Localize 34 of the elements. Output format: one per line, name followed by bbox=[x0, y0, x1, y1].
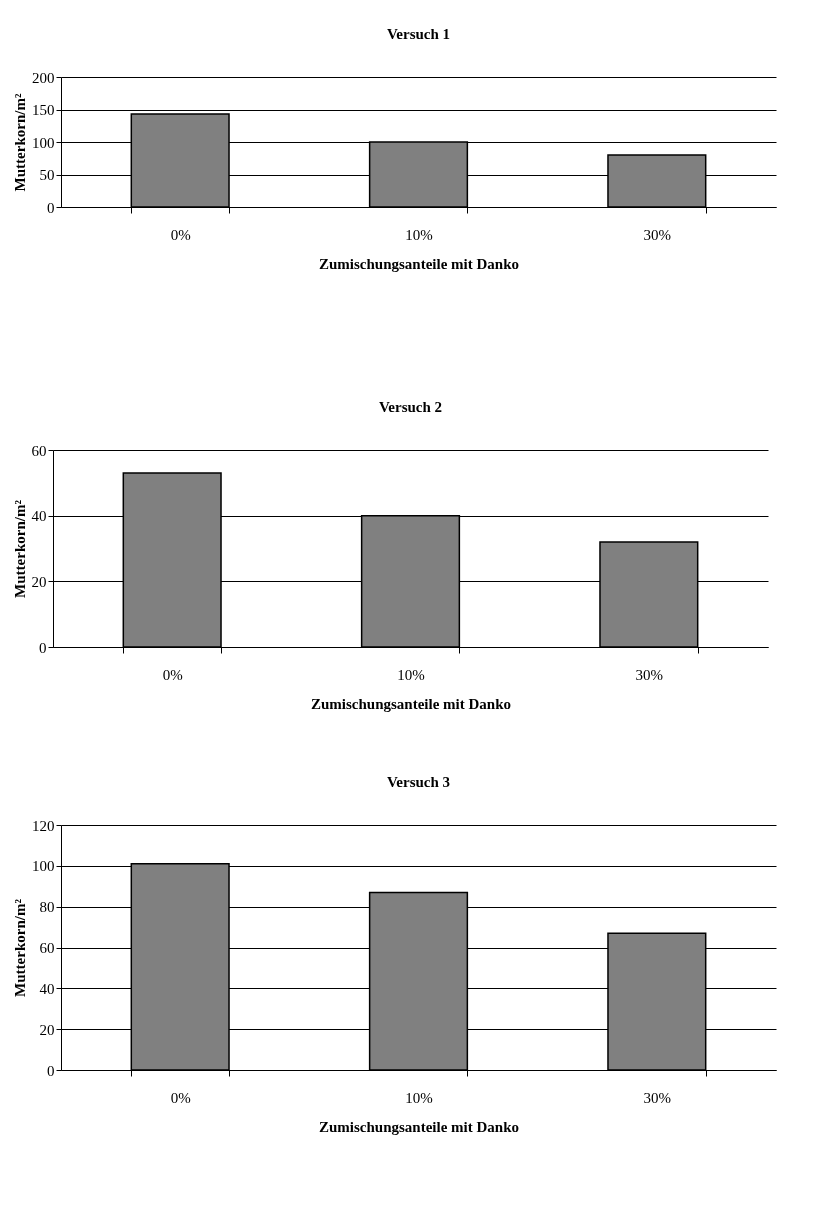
x-axis-title: Zumischungsanteile mit Danko bbox=[318, 1118, 520, 1135]
x-axis-title: Zumischungsanteile mit Danko bbox=[318, 255, 520, 272]
y-tick-label: 40 bbox=[39, 980, 55, 997]
x-axis-title: Zumischungsanteile mit Danko bbox=[310, 695, 512, 712]
y-tick-label: 50 bbox=[39, 167, 55, 183]
chart-title: Versuch 2 bbox=[378, 399, 443, 415]
x-tick-label: 0% bbox=[162, 666, 183, 683]
x-tick-label: 30% bbox=[635, 666, 664, 683]
y-axis-title: Mutterkorn/m² bbox=[12, 898, 28, 997]
y-tick-label: 80 bbox=[39, 899, 55, 916]
x-tick-label: 10% bbox=[405, 226, 433, 243]
y-tick-label: 60 bbox=[31, 442, 47, 459]
x-tick-label: 0% bbox=[170, 226, 191, 243]
y-tick-label: 150 bbox=[32, 102, 55, 118]
chart-title: Versuch 3 bbox=[386, 774, 451, 790]
x-tick-label: 10% bbox=[405, 1089, 433, 1106]
y-tick-label: 0 bbox=[39, 639, 47, 656]
y-tick-label: 20 bbox=[39, 1021, 55, 1038]
y-axis-title: Mutterkorn/m² bbox=[11, 499, 28, 598]
y-tick-label: 0 bbox=[47, 1062, 55, 1079]
y-tick-label: 120 bbox=[32, 817, 55, 834]
x-tick-label: 10% bbox=[397, 666, 425, 683]
x-tick-label: 0% bbox=[170, 1089, 191, 1106]
y-tick-label: 100 bbox=[32, 134, 55, 151]
x-tick-label: 30% bbox=[643, 226, 672, 243]
y-tick-label: 100 bbox=[32, 858, 55, 875]
y-tick-label: 0 bbox=[47, 199, 55, 216]
y-tick-label: 60 bbox=[39, 940, 55, 956]
y-tick-label: 40 bbox=[31, 508, 47, 525]
chart-title: Versuch 1 bbox=[386, 26, 451, 42]
y-axis-title: Mutterkorn/m² bbox=[12, 93, 28, 192]
y-tick-label: 20 bbox=[31, 573, 47, 590]
y-tick-label: 200 bbox=[32, 69, 55, 86]
x-tick-label: 30% bbox=[643, 1089, 672, 1106]
